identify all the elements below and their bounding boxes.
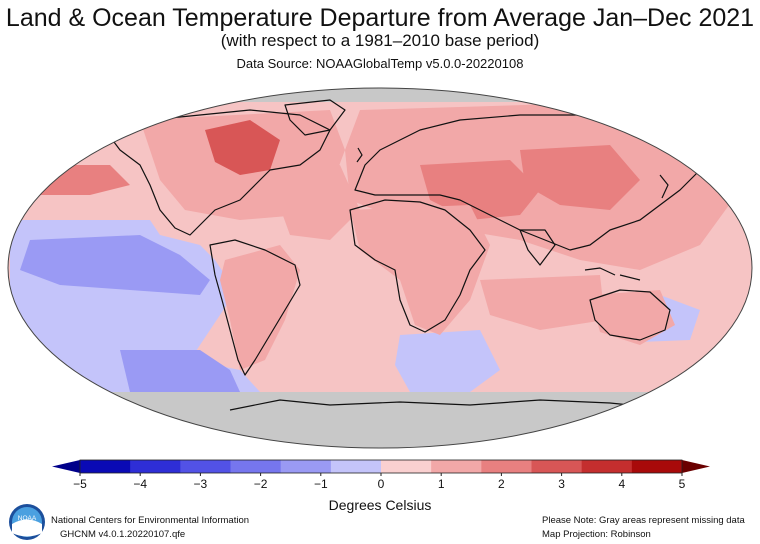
south-pacific-cool	[120, 350, 240, 392]
globe-border	[7, 87, 753, 449]
south-america-warm	[220, 245, 300, 370]
legend-tick-label: 2	[498, 477, 505, 491]
legend-swatch	[180, 460, 231, 473]
legend-tick-label: 4	[618, 477, 625, 491]
south-atlantic-cool	[395, 330, 500, 392]
atlantic-warm	[270, 165, 360, 240]
temperature-anomaly-map	[7, 87, 753, 449]
legend-swatch	[230, 460, 282, 473]
legend-tick-label: −2	[254, 477, 268, 491]
eurasia-outline	[354, 114, 711, 251]
legend-color-bar	[52, 459, 710, 474]
legend-swatch	[431, 460, 482, 473]
north-america-outline	[104, 109, 331, 236]
south-america-outline	[209, 239, 301, 376]
arctic-missing-data	[8, 88, 752, 102]
japan-outline	[659, 174, 669, 199]
legend-swatch	[381, 460, 432, 473]
dataset-version: GHCNM v4.0.1.20220107.qfe	[60, 529, 186, 540]
color-legend: −5 −4 −3 −2 −1 0 1 2 3 4 5	[52, 459, 710, 491]
australia-warm	[590, 290, 675, 345]
hudson-warm	[205, 120, 280, 175]
pacific-cool-core	[20, 235, 210, 295]
africa-outline	[349, 199, 486, 333]
india-outline	[519, 229, 556, 266]
noaa-logo: NOAA	[9, 504, 45, 540]
south-indian-warm	[480, 275, 605, 330]
legend-tick-label: −3	[194, 477, 208, 491]
legend-tick-label: 0	[378, 477, 385, 491]
legend-arrow-left	[52, 460, 80, 473]
legend-swatch	[80, 460, 131, 473]
legend-tick-labels: −5 −4 −3 −2 −1 0 1 2 3 4 5	[73, 473, 686, 491]
noaa-logo-text: NOAA	[18, 515, 37, 522]
legend-swatch	[130, 460, 181, 473]
legend-tick-label: −4	[133, 477, 147, 491]
legend-arrow-right	[682, 460, 710, 473]
legend-swatch	[581, 460, 633, 473]
uk-outline	[356, 147, 363, 163]
legend-tick-label: −5	[73, 477, 87, 491]
antarctica-outline	[229, 399, 681, 411]
continent-outlines	[104, 99, 711, 411]
australia-outline	[589, 289, 671, 341]
units-label: Degrees Celsius	[328, 497, 432, 513]
map-title: Land & Ocean Temperature Departure from …	[5, 4, 755, 32]
legend-tick-label: 3	[558, 477, 565, 491]
map-subtitle: (with respect to a 1981–2010 base period…	[220, 31, 540, 50]
middle-east-warm	[420, 160, 540, 220]
legend-swatch	[280, 460, 332, 473]
legend-tick-label: 5	[679, 477, 686, 491]
legend-tick-label: 1	[438, 477, 445, 491]
missing-data-note: Please Note: Gray areas represent missin…	[542, 515, 745, 526]
antarctic-missing-data	[8, 392, 752, 448]
data-source-label: Data Source: NOAAGlobalTemp v5.0.0-20220…	[236, 56, 524, 71]
legend-tick-label: −1	[314, 477, 328, 491]
central-asia-warm	[520, 145, 640, 210]
legend-swatch	[531, 460, 583, 473]
legend-swatch	[481, 460, 532, 473]
legend-swatch	[330, 460, 382, 473]
greenland-outline	[284, 99, 346, 136]
indonesia-outline	[584, 267, 641, 281]
projection-note: Map Projection: Robinson	[542, 529, 651, 540]
legend-swatch	[631, 460, 683, 473]
org-name: National Centers for Environmental Infor…	[51, 515, 250, 526]
